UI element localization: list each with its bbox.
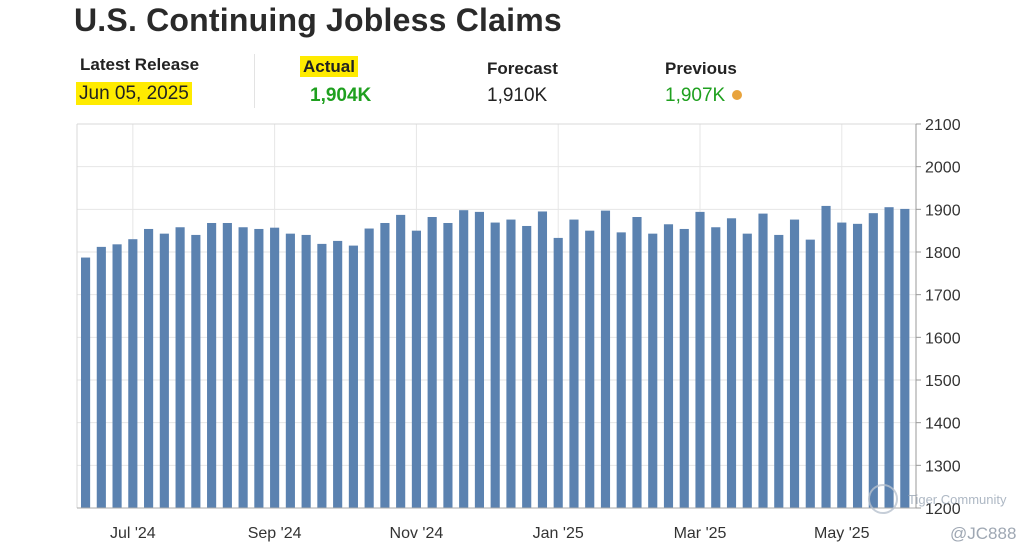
x-tick-label: Jan '25 [533, 525, 584, 542]
y-tick-label: 1200 [925, 501, 961, 518]
bar [648, 233, 658, 508]
bar [427, 217, 437, 508]
bar [459, 210, 469, 508]
bar [348, 245, 358, 508]
bar [742, 233, 752, 508]
bar [364, 228, 374, 508]
bar [285, 233, 295, 508]
x-tick-label: May '25 [814, 525, 870, 542]
bar [317, 243, 327, 508]
y-tick-label: 1600 [925, 330, 961, 347]
forecast-label: Forecast [487, 59, 558, 78]
page-title: U.S. Continuing Jobless Claims [74, 2, 562, 38]
bar [789, 219, 800, 508]
bar [711, 227, 721, 508]
bar [884, 207, 894, 508]
bar [238, 227, 248, 508]
bar [443, 222, 453, 509]
bar [191, 234, 201, 508]
bar [81, 257, 91, 508]
bar [726, 218, 737, 509]
y-tick-label: 2000 [925, 160, 961, 177]
previous-revision-dot-icon [732, 89, 743, 100]
x-tick-label: Sep '24 [248, 525, 302, 542]
y-tick-label: 1500 [925, 373, 961, 390]
watermark: Tiger Community @JC888 [866, 482, 1026, 554]
x-tick-label: Nov '24 [390, 525, 444, 542]
bar [128, 239, 138, 508]
bar [852, 223, 863, 508]
previous-label: Previous [665, 59, 737, 78]
release-summary: Latest Release Jun 05, 2025 Actual 1,904… [0, 52, 1034, 112]
y-tick-label: 1700 [925, 288, 961, 305]
y-tick-label: 1900 [925, 202, 961, 219]
watermark-handle: @JC888 [950, 524, 1017, 543]
forecast-value: 1,910K [487, 85, 548, 106]
bar [868, 213, 878, 509]
bar [553, 237, 563, 509]
y-tick-label: 1400 [925, 416, 961, 433]
bar [569, 219, 579, 508]
bar [506, 219, 516, 508]
bar [96, 246, 106, 508]
bar [663, 224, 674, 508]
actual-value: 1,904K [310, 85, 372, 106]
bar [222, 222, 232, 509]
bar [537, 211, 548, 508]
bar [254, 228, 264, 508]
bar [585, 230, 595, 509]
bar [144, 228, 154, 508]
latest-release-label: Latest Release [80, 55, 200, 74]
bar [396, 214, 406, 508]
bar [679, 228, 689, 508]
x-axis-ticks: Jul '24 Sep '24 Nov '24 Jan '25 Mar '25 May '… [110, 525, 870, 542]
bar [112, 244, 122, 508]
summary-divider [254, 54, 255, 108]
bar [821, 205, 831, 509]
chart-bars [81, 205, 910, 509]
bar [411, 230, 421, 509]
bar [207, 222, 217, 509]
y-tick-label: 1800 [925, 245, 961, 262]
bar [270, 227, 280, 508]
bar [474, 211, 485, 508]
actual-label-text: Actual [300, 56, 358, 77]
previous-value: 1,907K [665, 85, 726, 106]
latest-release-value: Jun 05, 2025 [76, 82, 192, 105]
bar [695, 211, 705, 508]
chart-frame [76, 123, 917, 509]
bar [632, 217, 642, 508]
bar [301, 234, 311, 508]
bar [616, 232, 626, 508]
x-tick-label: Jul '24 [110, 525, 156, 542]
bar [333, 240, 343, 508]
bar [175, 227, 185, 508]
actual-label: Actual [300, 56, 358, 77]
y-tick-label: 2100 [925, 117, 961, 134]
latest-release-date: Jun 05, 2025 [76, 82, 192, 105]
bar [900, 208, 910, 508]
previous-value-row: 1,907K [665, 85, 743, 107]
bar [490, 222, 500, 508]
bar [774, 234, 784, 508]
y-tick-label: 1300 [925, 458, 961, 475]
bar [522, 225, 532, 508]
bar [159, 233, 169, 508]
y-axis-ticks: 1200 1300 1400 1500 1600 1700 1800 1900 2000 2100 [916, 117, 961, 518]
tiger-community-logo-icon [868, 484, 898, 514]
watermark-text: Tiger Community [908, 492, 1007, 507]
x-tick-label: Mar '25 [674, 525, 727, 542]
bar [837, 222, 847, 508]
bar [380, 222, 390, 509]
bar [758, 213, 768, 508]
bar [600, 210, 611, 509]
bar [805, 239, 815, 508]
